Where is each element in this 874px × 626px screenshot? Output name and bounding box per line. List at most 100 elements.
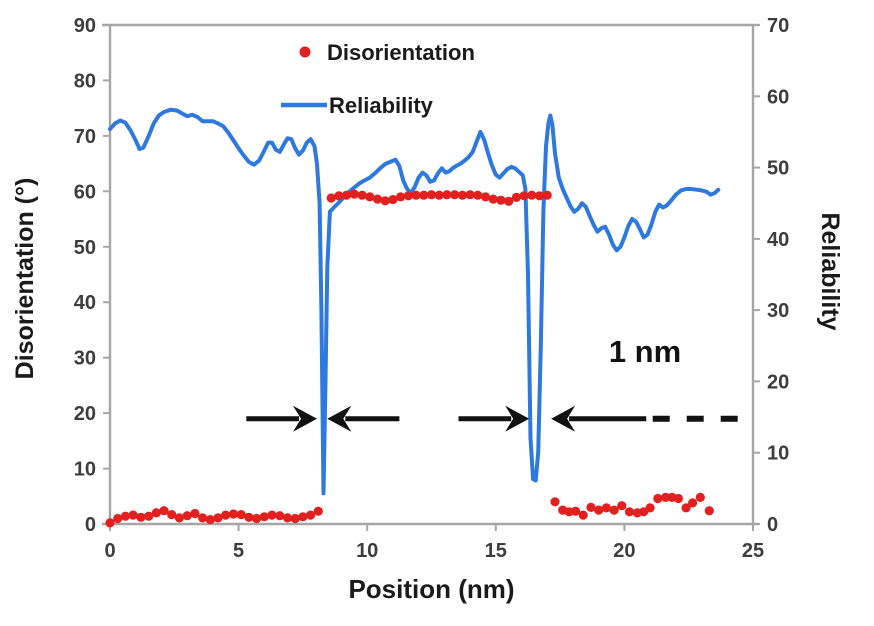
data-point — [586, 502, 596, 512]
data-point — [434, 190, 444, 200]
y-axis-right: 0 10 20 30 40 50 60 70 — [753, 15, 789, 536]
data-point — [228, 509, 239, 519]
x-tick-label: 15 — [485, 540, 507, 562]
data-point — [252, 513, 262, 524]
data-point — [167, 509, 177, 520]
data-point — [236, 509, 246, 520]
data-point — [465, 190, 475, 200]
data-point — [244, 512, 254, 522]
y-axis-right-title: Reliability — [816, 212, 844, 330]
data-point — [695, 492, 705, 502]
data-point — [174, 513, 184, 523]
y-right-tick-label: 40 — [767, 229, 789, 251]
data-point — [442, 190, 452, 200]
reliability-line — [108, 107, 721, 496]
data-point — [688, 498, 698, 508]
data-point — [213, 513, 223, 523]
data-point — [205, 515, 215, 525]
data-point — [290, 513, 300, 524]
y-left-tick-label: 90 — [74, 15, 96, 37]
data-point — [365, 192, 375, 202]
data-point — [113, 513, 123, 524]
data-point — [704, 506, 714, 516]
data-point — [120, 511, 130, 521]
data-point — [661, 492, 671, 502]
x-axis: 0 5 10 15 20 25 — [104, 524, 764, 562]
y-right-tick-label: 20 — [767, 371, 789, 393]
data-point — [673, 493, 684, 504]
x-tick-label: 5 — [233, 540, 244, 562]
data-point — [326, 193, 336, 203]
y-right-tick-label: 50 — [767, 158, 789, 180]
data-point — [419, 190, 429, 200]
data-point — [372, 194, 383, 204]
x-tick-label: 20 — [613, 540, 635, 562]
y-left-tick-label: 70 — [74, 126, 96, 148]
y-right-tick-label: 0 — [767, 514, 778, 536]
arrow-head-left — [327, 405, 352, 432]
data-point — [144, 511, 154, 521]
arrow-head-right — [505, 405, 530, 432]
y-left-tick-label: 80 — [74, 70, 96, 92]
annotation-1nm: 1 nm — [609, 334, 681, 369]
data-point — [105, 518, 115, 528]
data-point — [298, 512, 308, 522]
data-point — [609, 505, 619, 515]
data-point — [681, 503, 691, 513]
data-point — [624, 507, 635, 517]
data-point — [534, 191, 545, 201]
y-right-tick-label: 70 — [767, 15, 789, 37]
data-point — [357, 190, 367, 200]
data-point — [182, 511, 192, 521]
data-point — [450, 190, 460, 200]
data-point — [388, 195, 398, 205]
data-point — [527, 190, 537, 200]
data-point — [136, 512, 146, 522]
data-point — [159, 506, 169, 516]
data-point — [198, 513, 208, 523]
legend-reliability-label: Reliability — [329, 93, 434, 118]
data-point — [511, 192, 521, 202]
data-point — [496, 195, 506, 205]
data-point — [313, 506, 323, 516]
reliability-path — [108, 107, 721, 496]
y-left-tick-label: 60 — [74, 181, 96, 203]
y-left-tick-label: 20 — [74, 403, 96, 425]
data-point — [267, 510, 277, 520]
data-point — [653, 493, 663, 504]
y-left-tick-label: 50 — [74, 237, 96, 259]
arrow-head-left — [551, 405, 576, 432]
y-left-tick-label: 30 — [74, 348, 96, 370]
measurement-arrows — [246, 405, 746, 432]
y-left-tick-label: 0 — [85, 514, 96, 536]
data-point — [282, 513, 293, 523]
x-tick-label: 0 — [104, 540, 115, 562]
data-point — [550, 497, 560, 507]
data-point — [480, 192, 491, 202]
legend-disorientation-label: Disorientation — [327, 40, 475, 65]
data-point — [259, 512, 269, 522]
data-point — [617, 501, 627, 511]
data-point — [570, 506, 581, 516]
data-point — [128, 510, 138, 520]
y-right-tick-label: 30 — [767, 300, 789, 322]
data-point — [349, 189, 359, 199]
data-point — [221, 510, 231, 520]
data-point — [594, 505, 604, 515]
data-point — [601, 503, 612, 513]
legend-disorientation-marker-icon — [299, 46, 311, 58]
y-axis-left-title: Disorientation (°) — [11, 178, 39, 380]
y-axis-left: 0 10 20 30 40 50 60 70 80 90 — [74, 15, 110, 536]
data-point — [403, 191, 413, 201]
data-point — [342, 190, 352, 200]
data-point — [306, 510, 316, 520]
data-point — [426, 190, 437, 200]
x-axis-title: Position (nm) — [348, 574, 514, 604]
x-tick-label: 10 — [356, 540, 378, 562]
data-point — [488, 194, 498, 204]
legend: Disorientation Reliability — [281, 40, 475, 118]
data-point — [380, 196, 390, 206]
data-point — [519, 191, 529, 201]
